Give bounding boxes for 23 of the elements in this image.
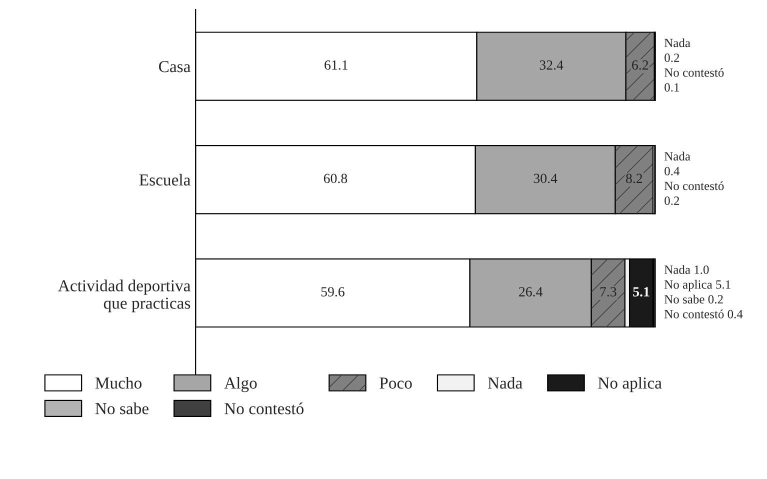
text: Nada 0.2 No contestó 0.1 [664,38,724,92]
data-label: 59.6 [321,287,344,297]
legend-label: Nada [488,376,522,389]
data-label: 60.8 [324,174,348,184]
y-tick-label: Actividad deportiva que practicas [58,280,190,312]
y-tick-label: Escuela [139,174,190,186]
legend-label: Algo [224,376,257,392]
legend-label: No contestó [224,402,304,414]
data-label: 61.1 [324,60,348,70]
legend-label: Poco [380,378,412,389]
data-label: 32.4 [540,60,564,70]
y-tick-label: Casa [159,61,190,72]
text: Nada 0.4 No contestó 0.2 [664,152,724,206]
data-label: 8.2 [626,174,642,184]
data-label: 30.4 [534,174,558,184]
legend-label: No aplica [598,376,662,392]
data-label: 5.1 [633,287,650,297]
text: Nada 1.0 No aplica 5.1 No sabe 0.2 No contestó 0.4 [664,265,743,318]
data-label: 6.2 [632,60,648,70]
data-label: 7.3 [600,287,616,297]
data-label: 26.4 [519,287,543,297]
legend-label: Mucho [95,376,142,389]
legend-label: No sabe [95,402,148,414]
